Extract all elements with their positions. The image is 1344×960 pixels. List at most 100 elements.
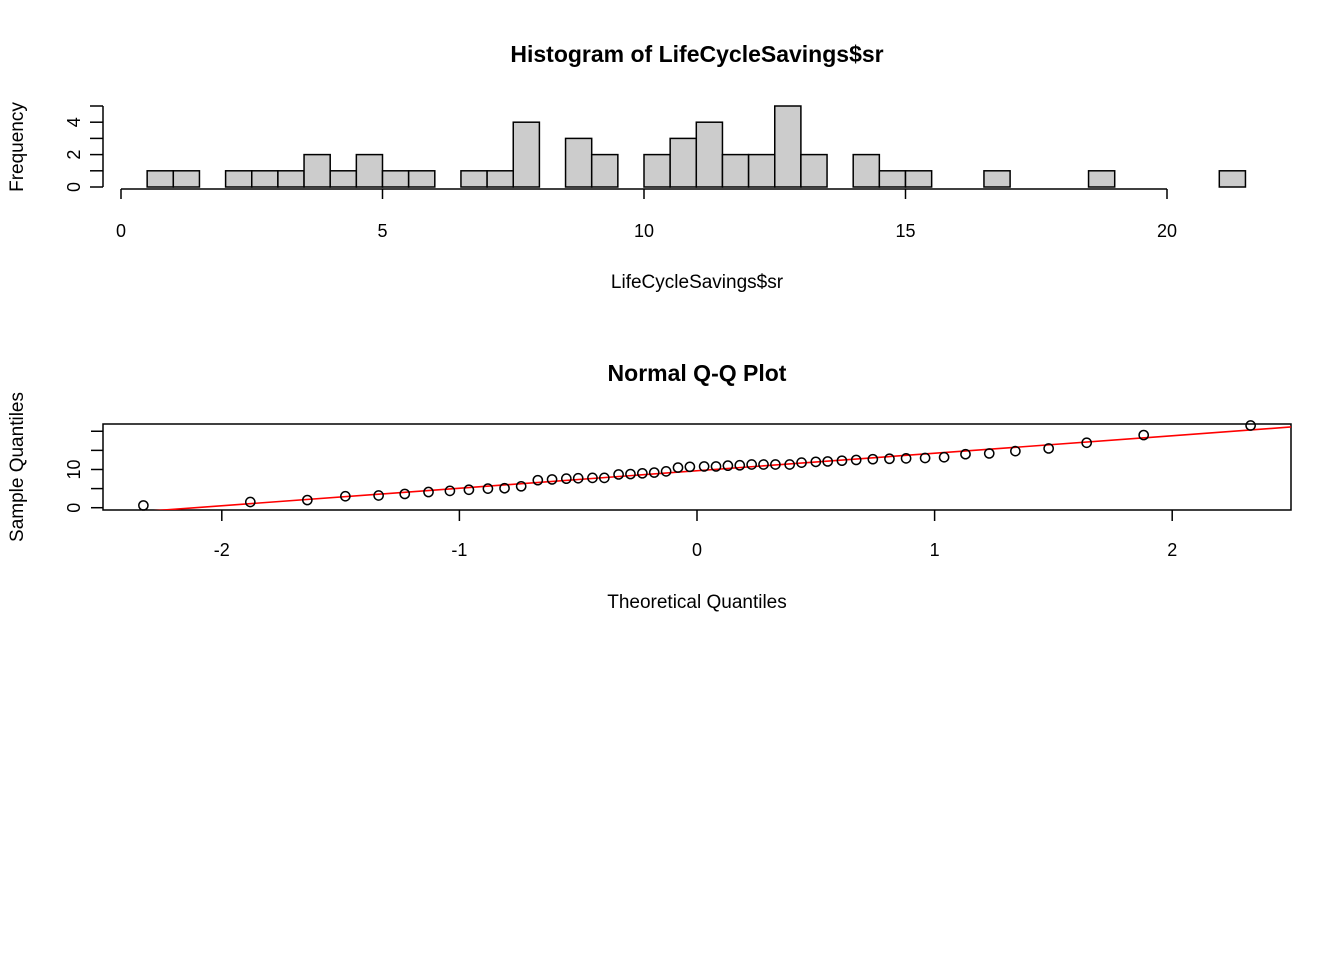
qq-plot-box <box>102 423 1292 511</box>
histogram-bar <box>303 153 331 188</box>
qq-point <box>399 488 411 500</box>
histogram-bar <box>669 137 698 188</box>
qq-point <box>850 454 862 466</box>
qq-x-tick-label: -2 <box>214 540 230 560</box>
qq-point <box>836 455 848 467</box>
qq-point <box>637 467 648 479</box>
qq-point <box>482 483 494 494</box>
histogram-title: Histogram of LifeCycleSavings$sr <box>510 41 883 67</box>
qq-point <box>919 452 931 464</box>
histogram-bar <box>904 170 933 188</box>
qq-point <box>796 457 807 468</box>
qq-reference-line <box>153 426 1291 510</box>
histogram-y-tick-label: 4 <box>64 117 84 127</box>
qq-x-tick-label: 2 <box>1167 540 1177 560</box>
histogram-x-tick-label: 5 <box>377 221 387 241</box>
qq-plot-panel: Normal Q-Q Plot Theoretical Quantiles Sa… <box>7 360 1292 613</box>
histogram-bar <box>1218 170 1247 188</box>
histogram-x-axis: 0 5 10 15 20 <box>116 188 1177 241</box>
qq-point <box>244 496 256 508</box>
qq-point <box>423 486 434 498</box>
histogram-bar <box>251 170 279 188</box>
qq-x-axis: -2 -1 0 1 2 <box>214 510 1177 560</box>
qq-point <box>532 474 544 486</box>
histogram-bars <box>146 105 1247 188</box>
qq-point <box>598 472 610 484</box>
histogram-panel: Histogram of LifeCycleSavings$sr LifeCyc… <box>7 41 1247 293</box>
histogram-bar <box>721 153 750 188</box>
histogram-y-axis: 0 2 4 <box>64 105 104 192</box>
qq-point <box>684 461 696 473</box>
qq-point <box>938 451 950 463</box>
histogram-bar <box>1087 170 1116 188</box>
qq-point <box>784 459 796 470</box>
histogram-y-label: Frequency <box>7 102 28 192</box>
histogram-bar <box>355 153 384 188</box>
histogram-bar <box>643 153 671 188</box>
qq-y-tick-label: 10 <box>64 459 84 479</box>
qq-point <box>810 456 822 468</box>
qq-x-tick-label: 0 <box>692 540 702 560</box>
qq-point <box>373 490 384 501</box>
histogram-bar <box>590 153 619 188</box>
qq-x-tick-label: -1 <box>451 540 467 560</box>
histogram-y-tick-label: 2 <box>64 150 84 160</box>
qq-point <box>444 485 456 497</box>
qq-point <box>572 472 584 484</box>
histogram-x-tick-label: 0 <box>116 221 126 241</box>
qq-y-tick-label: 0 <box>64 503 84 513</box>
histogram-x-tick-label: 15 <box>895 221 915 241</box>
qq-y-axis: 0 10 <box>64 430 103 513</box>
histogram-bar <box>407 170 436 188</box>
qq-point <box>1081 437 1093 449</box>
qq-point <box>301 494 313 506</box>
qq-x-label: Theoretical Quantiles <box>607 592 787 613</box>
qq-point <box>698 461 710 472</box>
histogram-bar <box>564 137 593 188</box>
histogram-x-tick-label: 10 <box>634 221 654 241</box>
qq-point <box>613 469 624 480</box>
qq-point <box>960 448 971 460</box>
qq-point <box>884 453 895 465</box>
qq-point <box>546 474 558 485</box>
qq-point <box>1010 445 1021 457</box>
qq-point <box>499 482 510 494</box>
histogram-bar <box>460 170 488 188</box>
histogram-bar <box>800 153 828 188</box>
qq-point <box>983 448 995 459</box>
qq-point <box>1043 443 1054 454</box>
qq-point <box>867 453 879 465</box>
qq-point <box>1138 429 1150 441</box>
histogram-x-tick-label: 20 <box>1157 221 1177 241</box>
histogram-bar <box>695 121 724 188</box>
qq-point <box>770 459 781 470</box>
qq-point <box>758 459 769 470</box>
qq-point <box>734 459 746 471</box>
histogram-bar <box>146 170 175 188</box>
histogram-bar <box>852 153 881 188</box>
histogram-bar <box>774 105 802 188</box>
histogram-bar <box>486 170 515 188</box>
histogram-bar <box>747 153 776 188</box>
qq-title: Normal Q-Q Plot <box>608 360 787 386</box>
qq-point <box>515 480 527 492</box>
qq-y-label: Sample Quantiles <box>7 392 28 542</box>
histogram-bar <box>381 170 410 188</box>
histogram-bar <box>512 121 541 188</box>
qq-point <box>1245 420 1256 431</box>
qq-x-tick-label: 1 <box>930 540 940 560</box>
qq-line-segment <box>153 426 1291 510</box>
histogram-bar <box>277 170 305 188</box>
histogram-bar <box>172 170 201 188</box>
histogram-y-tick-label: 0 <box>64 182 84 192</box>
qq-point <box>648 467 660 478</box>
qq-point <box>722 460 734 472</box>
histogram-bar <box>224 170 253 188</box>
qq-point <box>660 466 672 477</box>
qq-point <box>900 453 912 464</box>
qq-point <box>625 468 636 480</box>
histogram-bar <box>983 170 1011 188</box>
qq-point <box>560 473 572 485</box>
histogram-x-label: LifeCycleSavings$sr <box>611 272 784 293</box>
